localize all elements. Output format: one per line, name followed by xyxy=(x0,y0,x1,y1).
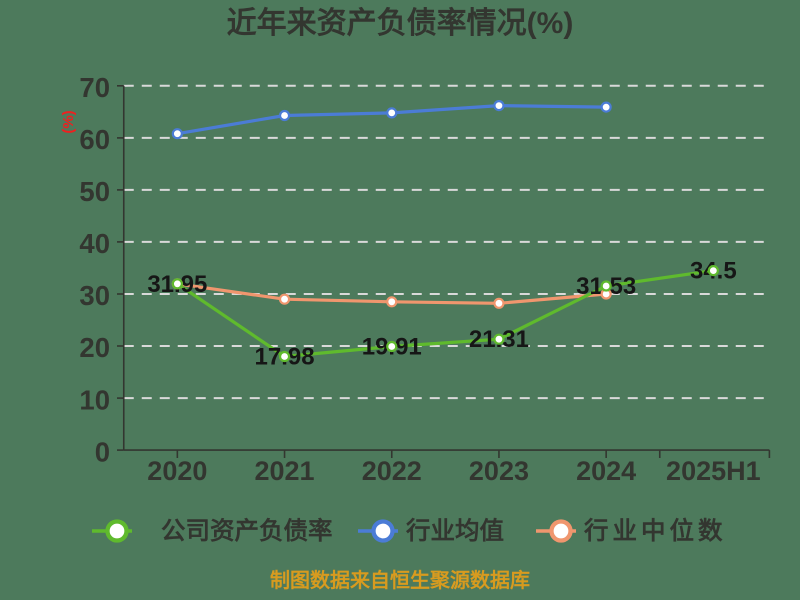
svg-text:2020: 2020 xyxy=(147,456,207,486)
svg-text:2022: 2022 xyxy=(362,456,422,486)
svg-text:制图数据来自恒生聚源数据库: 制图数据来自恒生聚源数据库 xyxy=(270,568,530,592)
svg-text:40: 40 xyxy=(79,228,110,259)
svg-text:2025H1: 2025H1 xyxy=(666,456,761,486)
svg-text:60: 60 xyxy=(79,124,110,155)
svg-text:2023: 2023 xyxy=(469,456,529,486)
svg-text:30: 30 xyxy=(79,280,110,311)
svg-text:10: 10 xyxy=(79,384,110,415)
svg-text:0: 0 xyxy=(95,436,110,467)
svg-text:行业均值: 行业均值 xyxy=(405,517,504,545)
svg-text:2021: 2021 xyxy=(255,456,315,486)
svg-text:2024: 2024 xyxy=(576,456,636,486)
svg-text:70: 70 xyxy=(79,72,110,103)
svg-text:行业中位数: 行业中位数 xyxy=(583,516,727,545)
svg-text:50: 50 xyxy=(79,176,110,207)
svg-text:公司资产负债率: 公司资产负债率 xyxy=(161,516,333,545)
svg-text:20: 20 xyxy=(79,332,110,363)
svg-text:(%): (%) xyxy=(60,110,77,133)
svg-text:近年来资产负债率情况(%): 近年来资产负债率情况(%) xyxy=(227,7,574,40)
